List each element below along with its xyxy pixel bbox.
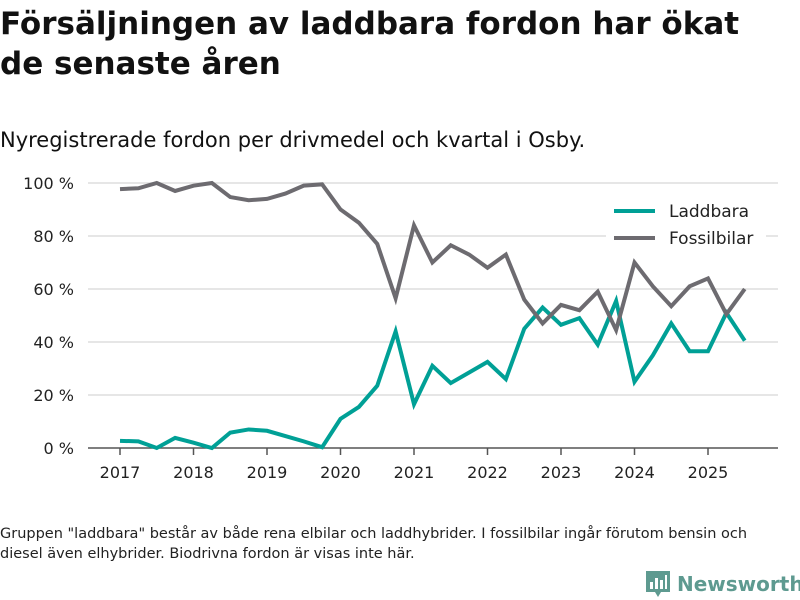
legend: Laddbara Fossilbilar [606, 198, 766, 251]
y-tick-label: 20 % [33, 386, 74, 405]
x-tick-label: 2023 [541, 463, 582, 482]
legend-label: Laddbara [669, 202, 749, 222]
x-tick-label: 2025 [688, 463, 729, 482]
series-lines [119, 180, 747, 451]
x-tick-label: 2020 [320, 463, 361, 482]
logo-text: Newsworthy [677, 572, 800, 596]
y-tick-label: 60 % [33, 280, 74, 299]
x-tick-label: 2017 [100, 463, 141, 482]
x-tick-label: 2022 [467, 463, 508, 482]
newsworthy-logo-icon [646, 571, 670, 597]
y-tick-label: 40 % [33, 333, 74, 352]
y-tick-label: 0 % [44, 439, 74, 458]
x-tick-label: 2019 [247, 463, 288, 482]
x-tick-label: 2018 [173, 463, 214, 482]
series-line-fossilbilar [119, 180, 747, 336]
legend-label: Fossilbilar [669, 229, 753, 249]
chart-subtitle: Nyregistrerade fordon per drivmedel och … [0, 128, 586, 152]
x-tick-label: 2024 [614, 463, 655, 482]
series-line-laddbara [119, 294, 747, 451]
y-axis: 0 % 20 % 40 % 60 % 80 % 100 % [23, 174, 74, 458]
newsworthy-logo[interactable]: Newsworthy [645, 570, 800, 598]
chart-title: Försäljningen av laddbara fordon har öka… [0, 6, 740, 82]
x-axis: 2017 2018 2019 2020 2021 2022 2023 2024 2025 [88, 447, 778, 482]
footnote: Gruppen "laddbara" består av både rena e… [0, 526, 748, 562]
x-tick-label: 2021 [394, 463, 435, 482]
y-tick-label: 80 % [33, 227, 74, 246]
y-tick-label: 100 % [23, 174, 74, 193]
line-chart: 0 % 20 % 40 % 60 % 80 % 100 % 2017 2018 2019 202… [23, 174, 778, 482]
